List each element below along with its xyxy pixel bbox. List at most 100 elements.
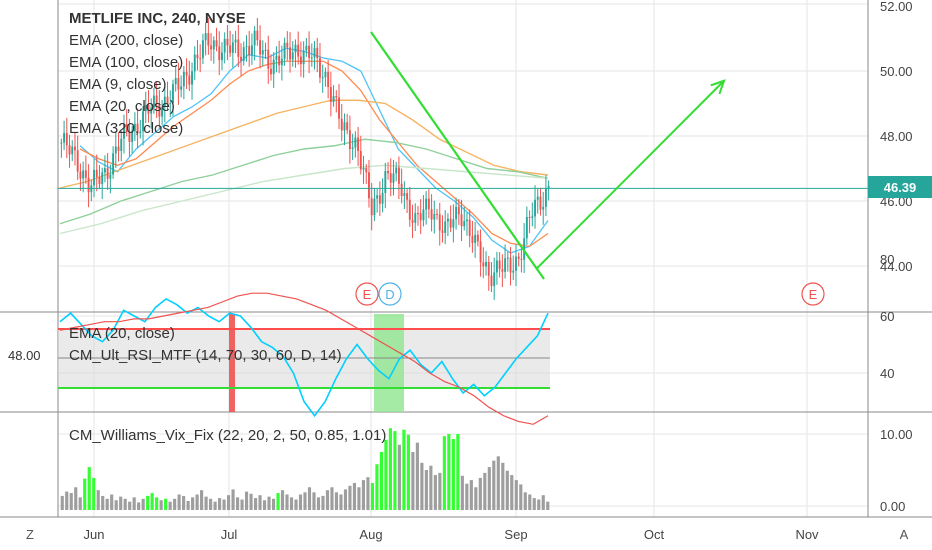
candle-body [482,262,485,267]
candle-body [408,199,411,220]
candle-body [392,173,395,183]
vix-bar [150,493,154,510]
candle-body [199,58,202,60]
vix-bar [537,499,541,510]
candle-body [210,45,213,50]
candle-body [240,56,242,61]
vix-bar [447,434,451,510]
candle-body [504,258,507,272]
vix-bar [420,462,424,510]
vix-bar [182,495,186,510]
vix-bar [384,439,388,510]
pane-separators [0,0,932,518]
vix-bar [262,500,267,510]
candle-body [259,40,262,55]
vix-bar [415,442,419,510]
candle-body [297,44,300,57]
candle-body [112,153,115,175]
candle-body [131,131,134,142]
candle-body [136,123,139,134]
candle-body [237,39,240,57]
candle-body [476,234,479,242]
candle-body [417,213,419,215]
candle-body [389,173,392,183]
auto-scale-button[interactable]: A [899,526,909,542]
candle-body [313,47,316,58]
vix-bar [402,429,406,510]
vix-bar [258,495,262,510]
rsi-axis-label: 60 [880,309,894,324]
vix-bar [375,464,379,510]
vix-bar [65,491,69,510]
candle-body [368,172,370,199]
candle-body [191,71,193,85]
candle-body [436,213,438,215]
candle-body [460,214,463,227]
candle-body [272,59,275,75]
vix-bar [137,502,141,510]
candle-body [444,221,447,233]
price-axis-label: 52.00 [880,0,913,14]
candle-body [406,193,409,200]
candle-body [520,258,523,260]
axes: 44.0046.0048.0050.0052.004060800.0010.00… [84,0,913,542]
vix-bar [388,428,392,510]
candle-body [531,216,534,218]
candle-body [95,169,98,178]
vix-bar [352,482,357,510]
zoom-button[interactable]: Z [26,526,34,542]
legend-item[interactable]: EMA (100, close) [69,54,184,71]
vix-bar [469,480,473,510]
candle-body [302,50,305,65]
candle-body [493,272,496,287]
candle-body [60,142,63,144]
trend-line [370,31,545,280]
chart-legend: METLIFE INC, 240, NYSE EMA (200, close) … [69,8,246,140]
legend-item[interactable]: EMA (200, close) [69,32,184,49]
candle-body [163,96,166,108]
candle-body [381,192,384,204]
candle-body [267,49,270,69]
vix-bar [195,494,199,510]
vix-indicator-label[interactable]: CM_Williams_Vix_Fix (22, 20, 2, 50, 0.85… [69,427,387,444]
vix-bar [141,498,145,510]
rsi-indicator-label[interactable]: CM_Ult_RSI_MTF (14, 70, 30, 60, D, 14) [69,347,342,364]
vix-bar [69,493,73,510]
candle-body [161,107,164,117]
candle-body [270,68,272,75]
candle-body [256,30,259,41]
legend-item[interactable]: EMA (9, close) [69,76,167,93]
candle-body [188,75,191,85]
vix-bar [204,496,208,510]
vix-bar [173,498,177,510]
vix-bar [123,498,127,510]
vix-bar [231,489,235,510]
vix-pane [60,428,550,510]
event-marker-label: D [385,287,394,302]
candle-body [101,172,104,185]
rsi-ema-line [59,292,549,425]
candle-body [242,47,245,61]
rsi-highlight-red [229,314,235,412]
candle-body [76,150,79,172]
legend-item[interactable]: EMA (320, close) [69,120,184,137]
rsi-ema-label[interactable]: EMA (20, close) [69,325,175,342]
vix-bar [474,487,478,510]
event-marker-label: E [809,287,818,302]
candle-body [280,58,283,66]
candle-body [193,54,196,72]
candle-body [384,171,387,193]
candle-body [506,257,509,259]
candle-body [411,219,414,223]
vix-axis-label: 0.00 [880,499,905,514]
ema-line [59,99,549,189]
candle-body [221,52,223,61]
legend-item[interactable]: EMA (20, close) [69,98,175,115]
candle-body [387,171,389,174]
candle-body [93,169,95,186]
vix-bar [164,498,168,510]
candle-body [528,216,531,218]
candle-body [150,107,153,114]
candle-body [400,183,403,196]
vix-bar [519,484,523,510]
